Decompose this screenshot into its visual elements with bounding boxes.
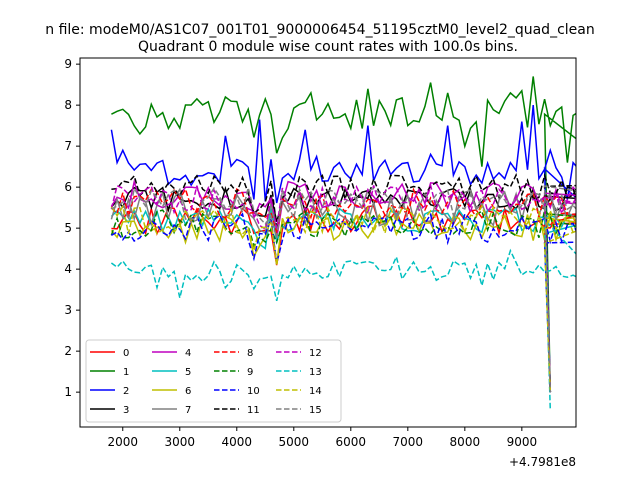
series-line-8	[110, 187, 576, 393]
legend-label: 7	[185, 405, 191, 416]
x-tick-label: 5000	[279, 435, 310, 449]
y-tick-label: 5	[64, 221, 72, 235]
x-axis: 2000 3000 4000 5000 6000 7000 8000 9000	[107, 427, 537, 449]
series-line-14	[110, 204, 576, 393]
legend-label: 6	[185, 386, 191, 397]
y-axis: 1 2 3 4 5 6 7 8 9	[64, 57, 80, 399]
legend-label: 13	[309, 367, 322, 378]
series-line-9	[110, 208, 576, 393]
y-tick-label: 3	[64, 303, 72, 317]
legend-label: 0	[123, 348, 129, 359]
y-tick-label: 8	[64, 98, 72, 112]
y-tick-label: 2	[64, 344, 72, 358]
legend-box	[85, 339, 342, 423]
y-tick-label: 6	[64, 180, 72, 194]
series-line-4	[110, 178, 576, 393]
series-line-13	[110, 217, 576, 411]
x-offset-label: +4.7981e8	[509, 455, 576, 469]
y-tick-label: 9	[64, 57, 72, 71]
y-tick-label: 7	[64, 139, 72, 153]
legend-label: 4	[185, 348, 191, 359]
series-line-12	[110, 182, 576, 393]
x-tick-label: 4000	[222, 435, 253, 449]
x-tick-label: 2000	[107, 435, 138, 449]
legend-label: 12	[309, 348, 322, 359]
x-tick-label: 6000	[336, 435, 367, 449]
series-line-1	[111, 76, 576, 393]
x-tick-label: 8000	[450, 435, 481, 449]
legend-label: 8	[247, 348, 253, 359]
x-tick-label: 7000	[393, 435, 424, 449]
figure-suptitle: n file: modeM0/AS1C07_001T01_9000006454_…	[45, 22, 594, 38]
chart-title: Quadrant 0 module wise count rates with …	[138, 39, 518, 55]
x-tick-label: 9000	[507, 435, 538, 449]
legend-label: 1	[123, 367, 129, 378]
legend-label: 15	[309, 405, 322, 416]
legend-label: 2	[123, 386, 129, 397]
legend-label: 9	[247, 367, 253, 378]
legend-label: 14	[309, 386, 322, 397]
series-line-2	[110, 105, 576, 393]
y-tick-label: 4	[64, 262, 72, 276]
x-tick-label: 3000	[164, 435, 195, 449]
plot-frame	[79, 57, 577, 428]
series-layer	[110, 76, 576, 411]
y-tick-label: 1	[64, 385, 72, 399]
legend-label: 5	[185, 367, 191, 378]
legend-label: 10	[247, 386, 260, 397]
series-line-15	[111, 185, 576, 393]
legend-label: 11	[247, 405, 260, 416]
series-line-10	[111, 212, 576, 393]
legend-label: 3	[123, 405, 129, 416]
